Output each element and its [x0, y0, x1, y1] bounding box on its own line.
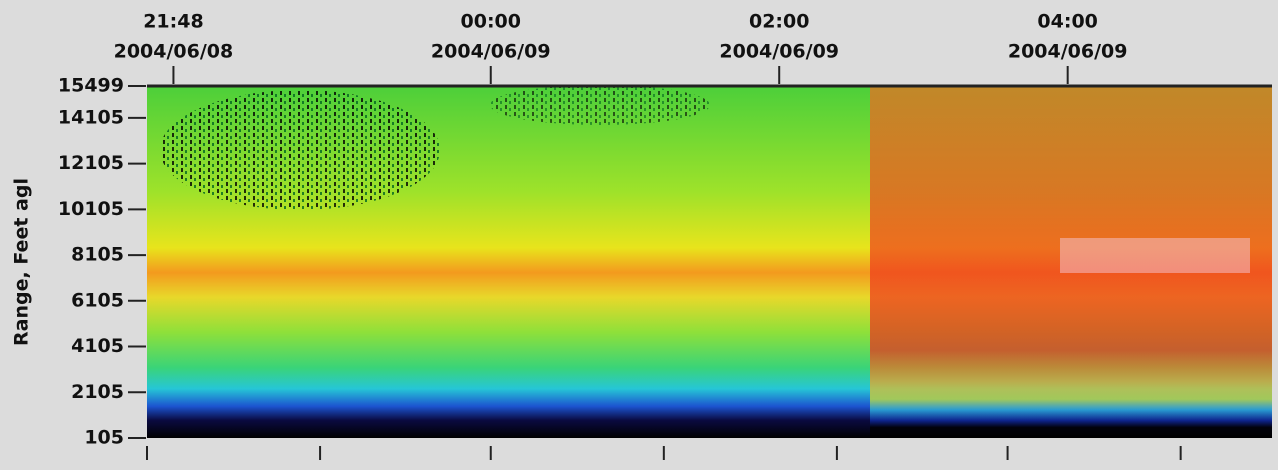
x-tick-date: 2004/06/09	[431, 41, 551, 63]
y-tick-label: 12105	[58, 152, 124, 174]
x-tick-time: 02:00	[749, 11, 809, 33]
y-tick-label: 105	[84, 427, 124, 449]
y-axis-label: Range, Feet agl	[11, 178, 33, 346]
x-tick-date: 2004/06/09	[719, 41, 839, 63]
y-tick-label: 2105	[71, 381, 124, 403]
x-tick-date: 2004/06/08	[114, 41, 234, 63]
x-tick-date: 2004/06/09	[1008, 41, 1128, 63]
y-tick-label: 14105	[58, 106, 124, 128]
y-tick-label: 15499	[58, 75, 124, 97]
y-tick-label: 6105	[71, 289, 124, 311]
y-tick-label: 4105	[71, 335, 124, 357]
x-tick-time: 04:00	[1037, 11, 1097, 33]
heatmap-image	[147, 84, 1272, 438]
y-tick-label: 10105	[58, 198, 124, 220]
x-tick-time: 21:48	[143, 11, 203, 33]
y-tick-label: 8105	[71, 244, 124, 266]
x-tick-time: 00:00	[461, 11, 521, 33]
